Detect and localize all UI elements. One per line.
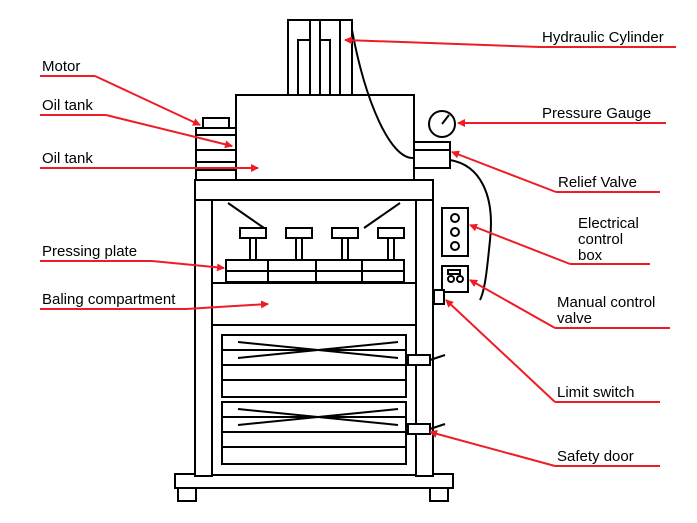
label-electrical-3: box [578, 247, 603, 264]
label-limit-switch: Limit switch [557, 384, 635, 401]
machine-drawing [175, 20, 491, 501]
label-pressure-gauge: Pressure Gauge [542, 105, 651, 122]
label-safety-door: Safety door [557, 448, 634, 465]
label-manual-1: Manual control [557, 294, 655, 311]
label-baling-compartment: Baling compartment [42, 291, 176, 308]
label-manual-2: valve [557, 310, 592, 327]
label-motor: Motor [42, 58, 80, 75]
baler-diagram: Motor Oil tank Oil tank Pressing plate B… [0, 0, 697, 523]
label-hydraulic-cylinder: Hydraulic Cylinder [542, 29, 664, 46]
label-electrical-2: control [578, 231, 623, 248]
label-oil-tank-2: Oil tank [42, 150, 93, 167]
label-pressing-plate: Pressing plate [42, 243, 137, 260]
label-relief-valve: Relief Valve [558, 174, 637, 191]
label-electrical-1: Electrical [578, 215, 639, 232]
label-oil-tank-1: Oil tank [42, 97, 93, 114]
